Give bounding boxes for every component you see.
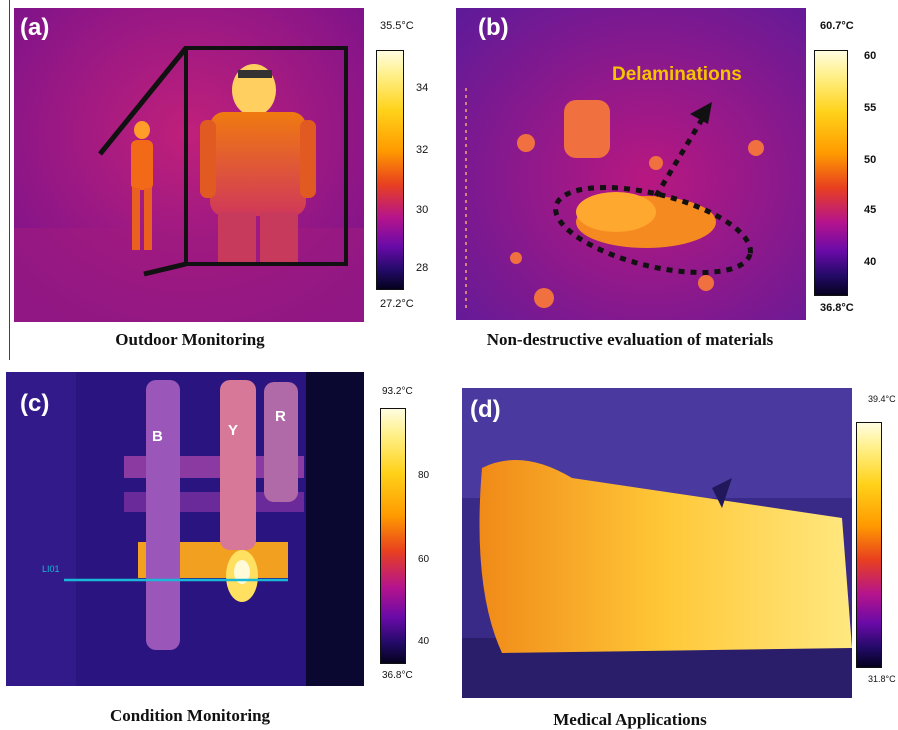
colorbar-b-tick: 40 bbox=[864, 256, 877, 268]
delamination-blob bbox=[576, 192, 716, 248]
measurement-line-label: LI01 bbox=[42, 564, 60, 574]
defect-spot bbox=[510, 100, 764, 308]
phase-label-r: R bbox=[275, 408, 286, 425]
colorbar-a-max: 35.5°C bbox=[380, 20, 414, 32]
panel-c: (c) B Y R LI01 93.2°C 80 60 40 36.8°C Co… bbox=[0, 368, 450, 727]
colorbar-c: 93.2°C 80 60 40 36.8°C bbox=[370, 386, 440, 696]
colorbar-d-gradient bbox=[856, 422, 882, 668]
conductor-b bbox=[146, 380, 180, 650]
colorbar-b: 60.7°C 60 55 50 45 40 36.8°C bbox=[810, 20, 896, 320]
panel-letter-c: (c) bbox=[20, 390, 50, 417]
phase-label-y: Y bbox=[228, 422, 239, 439]
colorbar-c-min: 36.8°C bbox=[382, 670, 413, 681]
colorbar-c-gradient bbox=[380, 408, 406, 664]
colorbar-a-gradient bbox=[376, 50, 404, 290]
colorbar-a: 35.5°C 34 32 30 28 27.2°C bbox=[368, 20, 438, 320]
phase-label-b: B bbox=[152, 428, 163, 445]
panel-b: (b) Delaminations 60.7°C 60 55 50 45 40 … bbox=[450, 0, 898, 360]
delaminations-annotation: Delaminations bbox=[612, 64, 742, 85]
colorbar-b-gradient bbox=[814, 50, 848, 296]
caption-d: Medical Applications bbox=[553, 710, 707, 729]
colorbar-c-max: 93.2°C bbox=[382, 386, 413, 397]
colorbar-c-tick: 80 bbox=[418, 470, 430, 481]
colorbar-b-max: 60.7°C bbox=[820, 20, 854, 32]
thermal-image-d bbox=[462, 388, 852, 698]
colorbar-a-tick: 34 bbox=[416, 82, 429, 94]
panel-letter-b: (b) bbox=[478, 14, 509, 41]
caption-c: Condition Monitoring bbox=[109, 706, 271, 725]
colorbar-a-tick: 32 bbox=[416, 144, 429, 156]
conductor-y bbox=[220, 380, 256, 550]
leg-region bbox=[479, 460, 852, 653]
thermal-image-a bbox=[14, 8, 364, 322]
colorbar-b-tick: 55 bbox=[864, 102, 877, 114]
panel-d: (d) 39.4°C 31.8°C Medical Applications bbox=[450, 368, 898, 729]
caption-b: Non-destructive evaluation of materials bbox=[486, 330, 774, 349]
thermal-image-b bbox=[456, 8, 806, 320]
panel-divider bbox=[9, 0, 10, 360]
colorbar-b-tick: 45 bbox=[864, 204, 877, 216]
colorbar-d-min: 31.8°C bbox=[868, 674, 896, 684]
colorbar-b-tick: 60 bbox=[864, 50, 877, 62]
colorbar-a-min: 27.2°C bbox=[380, 298, 414, 310]
colorbar-c-tick: 60 bbox=[418, 554, 430, 565]
colorbar-a-tick: 28 bbox=[416, 262, 429, 274]
panel-letter-a: (a) bbox=[20, 14, 50, 41]
panel-a: (a) 35.5°C 34 32 30 28 27.2°C Outdoor Mo… bbox=[0, 0, 450, 360]
colorbar-c-tick: 40 bbox=[418, 636, 430, 647]
colorbar-d: 39.4°C 31.8°C bbox=[852, 394, 898, 694]
colorbar-a-tick: 30 bbox=[416, 204, 429, 216]
small-person-figure bbox=[131, 121, 153, 250]
colorbar-b-tick: 50 bbox=[864, 154, 877, 166]
colorbar-d-max: 39.4°C bbox=[868, 394, 896, 404]
colorbar-b-min: 36.8°C bbox=[820, 302, 854, 314]
panel-letter-d: (d) bbox=[470, 396, 501, 423]
thermal-image-c bbox=[6, 372, 364, 686]
large-person-figure bbox=[200, 64, 316, 262]
conductor-r bbox=[264, 382, 298, 502]
caption-a: Outdoor Monitoring bbox=[115, 330, 265, 349]
